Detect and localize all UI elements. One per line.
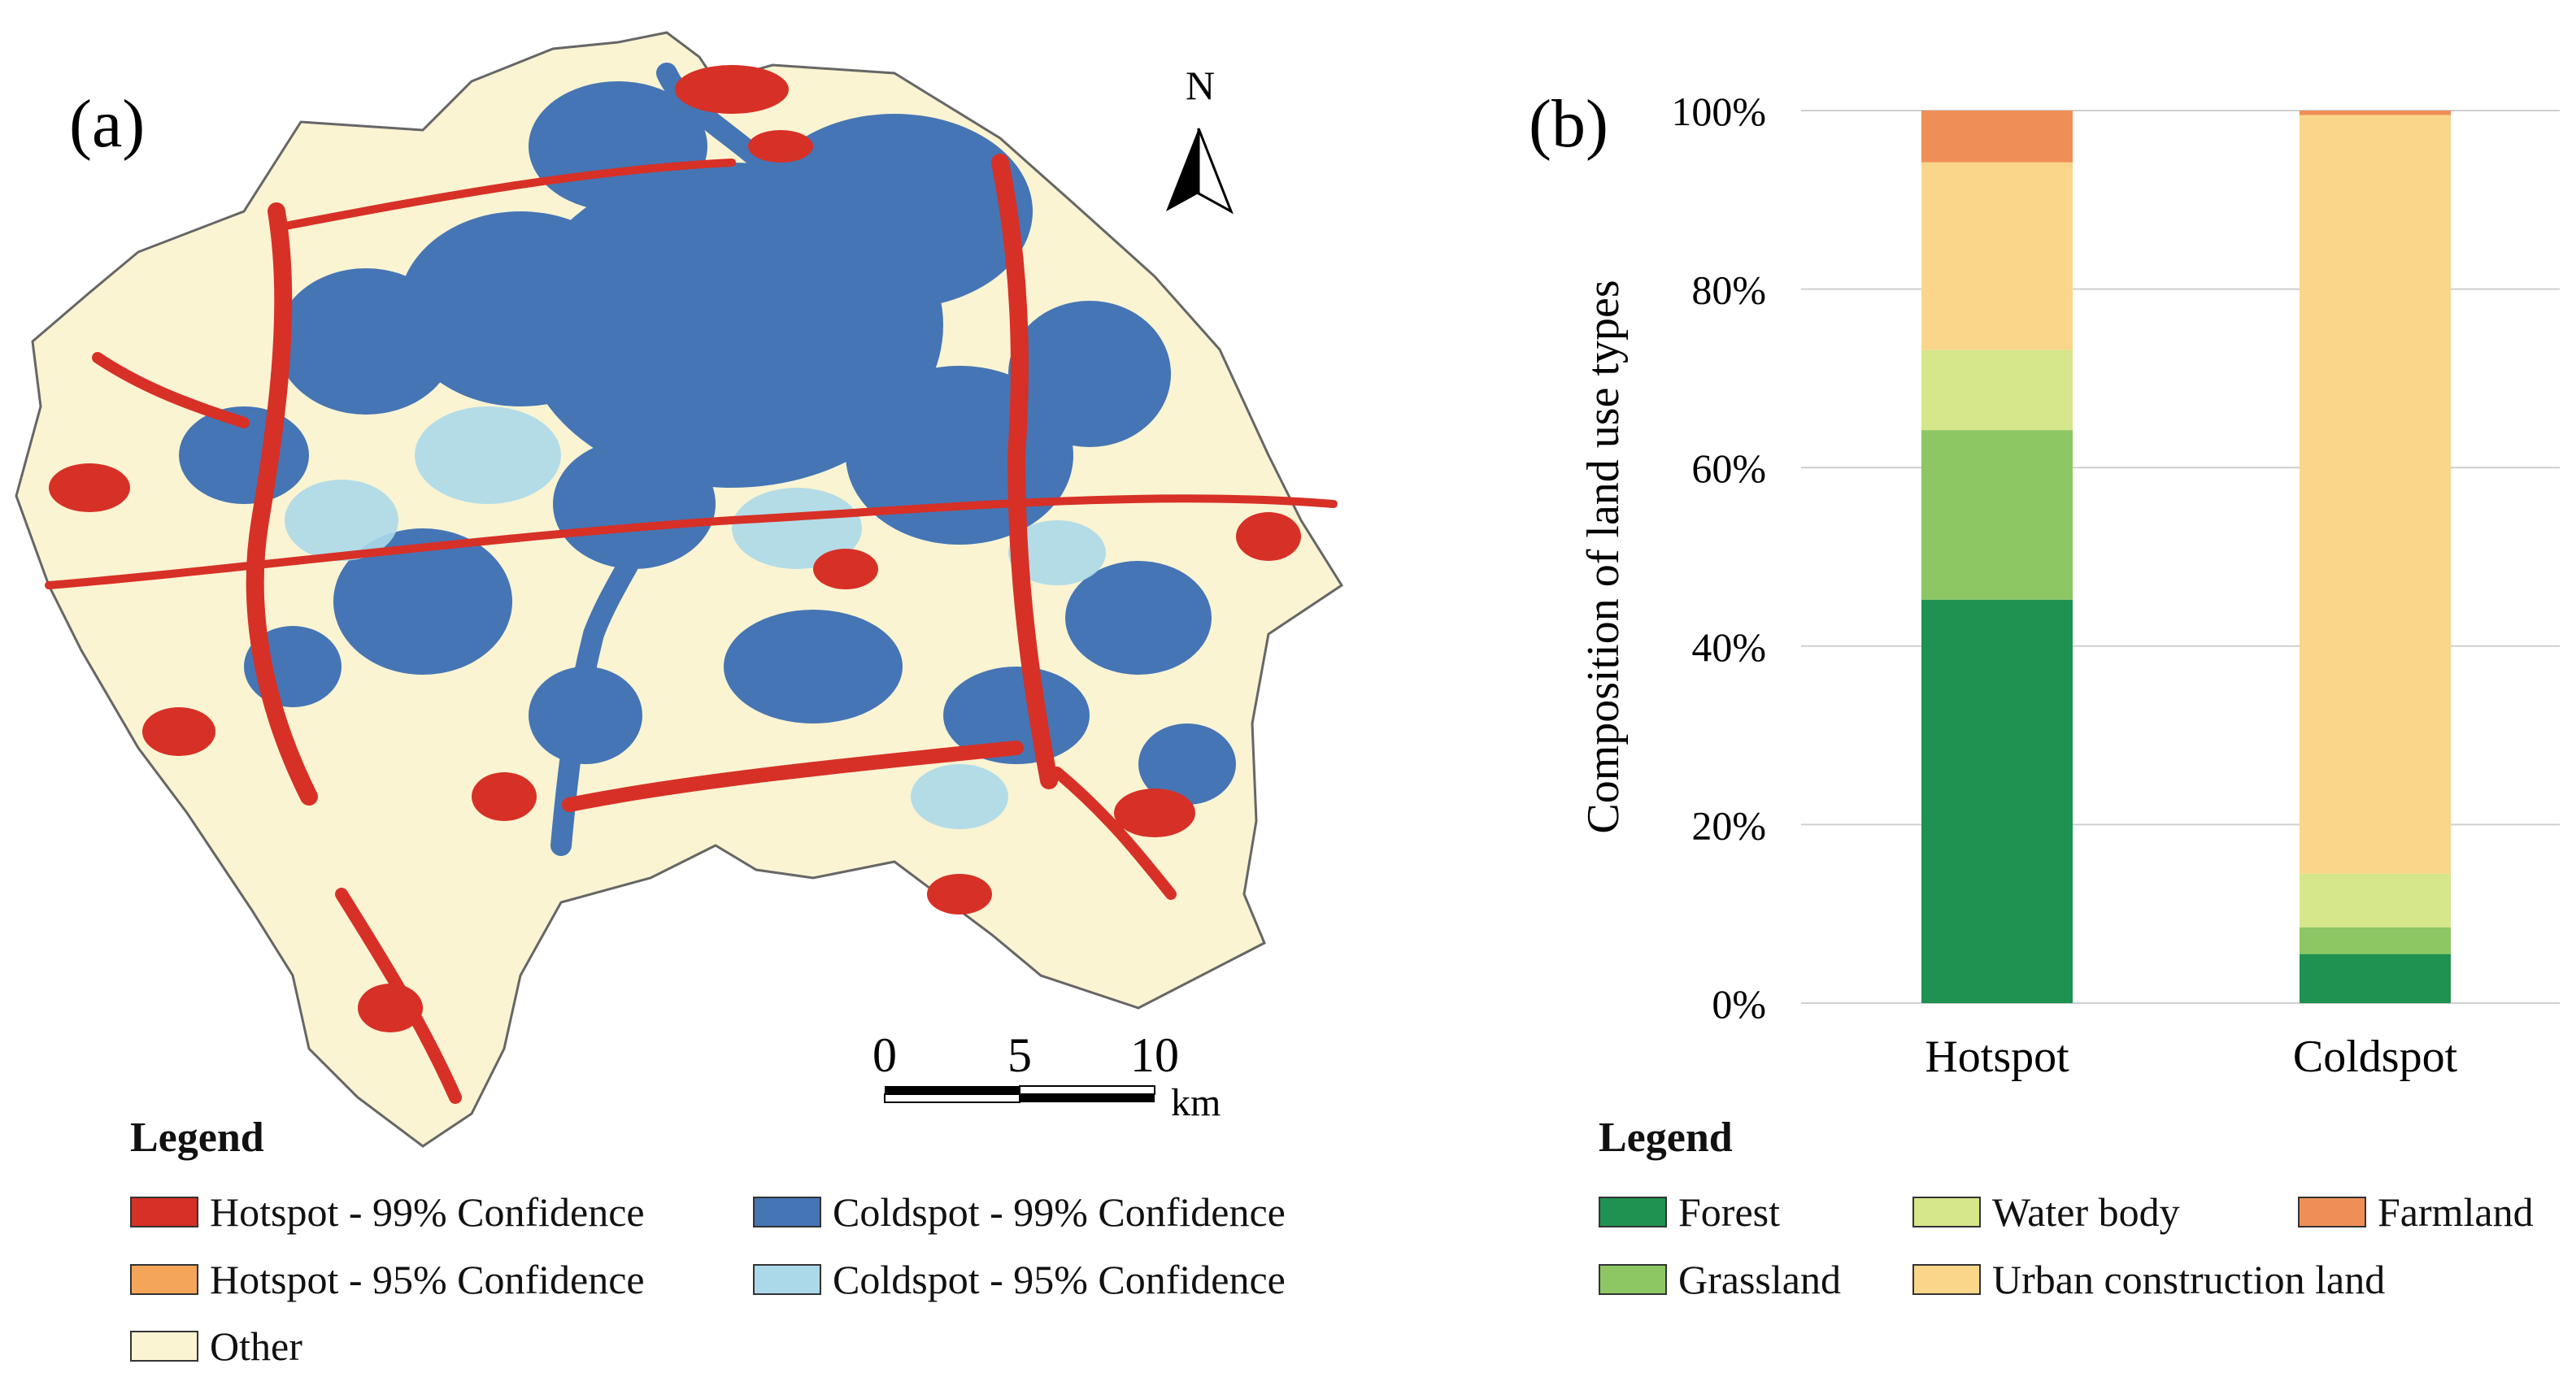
legend-label: Other: [210, 1323, 302, 1369]
legend-swatch: [130, 1331, 198, 1362]
north-arrow-left-icon: [1166, 128, 1199, 211]
legend-item-farmland: Farmland: [2298, 1188, 2534, 1236]
legend-item-water-body: Water body: [1912, 1188, 2180, 1236]
scale-unit: km: [1171, 1081, 1221, 1124]
x-tick-label: Coldspot: [2293, 1032, 2458, 1082]
y-tick-label: 100%: [1671, 89, 1766, 134]
legend-item-forest: Forest: [1599, 1188, 1780, 1236]
legend-item-grassland: Grassland: [1599, 1256, 1841, 1303]
scale-segment-3: [1020, 1094, 1155, 1102]
y-tick-label: 60%: [1691, 445, 1766, 491]
y-tick-label: 0%: [1712, 981, 1766, 1027]
bar-segment: [2300, 873, 2451, 928]
bar-segment: [1921, 111, 2073, 163]
north-label: N: [1186, 63, 1215, 108]
bar-segment: [2300, 927, 2451, 954]
legend-label: Water body: [1992, 1189, 2180, 1235]
legend-a-title: Legend: [130, 1114, 264, 1161]
legend-label: Coldspot - 99% Confidence: [833, 1189, 1286, 1235]
x-tick-label: Hotspot: [1925, 1032, 2069, 1082]
scale-bar: 0 5 10 km: [872, 1028, 1221, 1124]
bar-segment: [1921, 162, 2073, 350]
legend-item-other: Other: [130, 1323, 302, 1370]
legend-label: Hotspot - 99% Confidence: [210, 1189, 645, 1235]
legend-swatch: [1599, 1264, 1667, 1295]
y-tick-label: 20%: [1691, 802, 1766, 848]
legend-item-urban-construction-land: Urban construction land: [1912, 1256, 2385, 1303]
legend-swatch: [2298, 1197, 2366, 1227]
legend-label: Urban construction land: [1992, 1257, 2386, 1302]
scale-tick-0: 0: [872, 1028, 897, 1082]
legend-item-coldspot-95: Coldspot - 95% Confidence: [753, 1256, 1286, 1303]
legend-label: Grassland: [1678, 1257, 1841, 1302]
x-ticks: Hotspot Coldspot: [1925, 1032, 2457, 1082]
bar-segment: [2300, 954, 2451, 1003]
legend-b-title: Legend: [1599, 1114, 1733, 1161]
panel-a-label: (a): [69, 86, 145, 162]
y-tick-label: 40%: [1691, 624, 1766, 670]
y-tick-label: 80%: [1691, 267, 1766, 313]
legend-label: Coldspot - 95% Confidence: [833, 1257, 1286, 1302]
legend-item-hotspot-99: Hotspot - 99% Confidence: [130, 1188, 645, 1236]
legend-swatch: [753, 1264, 821, 1295]
scale-segment-1: [884, 1093, 1020, 1103]
legend-swatch: [1912, 1264, 1981, 1295]
hotspot-patches: [49, 65, 1301, 1032]
scale-segment-2: [1019, 1085, 1155, 1095]
y-axis-label: Composition of land use types: [1578, 280, 1629, 833]
legend-swatch: [753, 1197, 821, 1227]
hotspot-corridors: [45, 154, 1338, 1104]
bars: [1921, 111, 2451, 1003]
legend-swatch: [1599, 1197, 1667, 1227]
bar-segment: [1921, 430, 2073, 600]
scale-tick-10: 10: [1130, 1028, 1179, 1082]
legend-label: Farmland: [2378, 1189, 2534, 1235]
legend-label: Hotspot - 95% Confidence: [210, 1257, 645, 1302]
bar-segment: [1921, 599, 2073, 1003]
bar-segment: [1921, 350, 2073, 431]
legend-swatch: [130, 1264, 198, 1295]
legend-label: Forest: [1678, 1189, 1780, 1235]
y-ticks: 0% 20% 40% 60% 80% 100%: [1671, 89, 1766, 1027]
scale-segment-0: [885, 1086, 1020, 1094]
river: [550, 63, 825, 856]
bar-segment: [2300, 115, 2451, 874]
north-arrow-right-icon: [1197, 128, 1234, 215]
coldspot-95-areas: [285, 406, 1106, 829]
legend-swatch: [130, 1197, 198, 1227]
scale-tick-5: 5: [1007, 1028, 1032, 1082]
legend-item-hotspot-95: Hotspot - 95% Confidence: [130, 1256, 645, 1303]
north-arrow: N: [1166, 63, 1234, 215]
legend-item-coldspot-99: Coldspot - 99% Confidence: [753, 1188, 1286, 1236]
legend-swatch: [1912, 1197, 1981, 1227]
bar-segment: [2300, 111, 2451, 115]
panel-b-label: (b): [1529, 86, 1608, 162]
hotspot-map: [15, 31, 1344, 1148]
